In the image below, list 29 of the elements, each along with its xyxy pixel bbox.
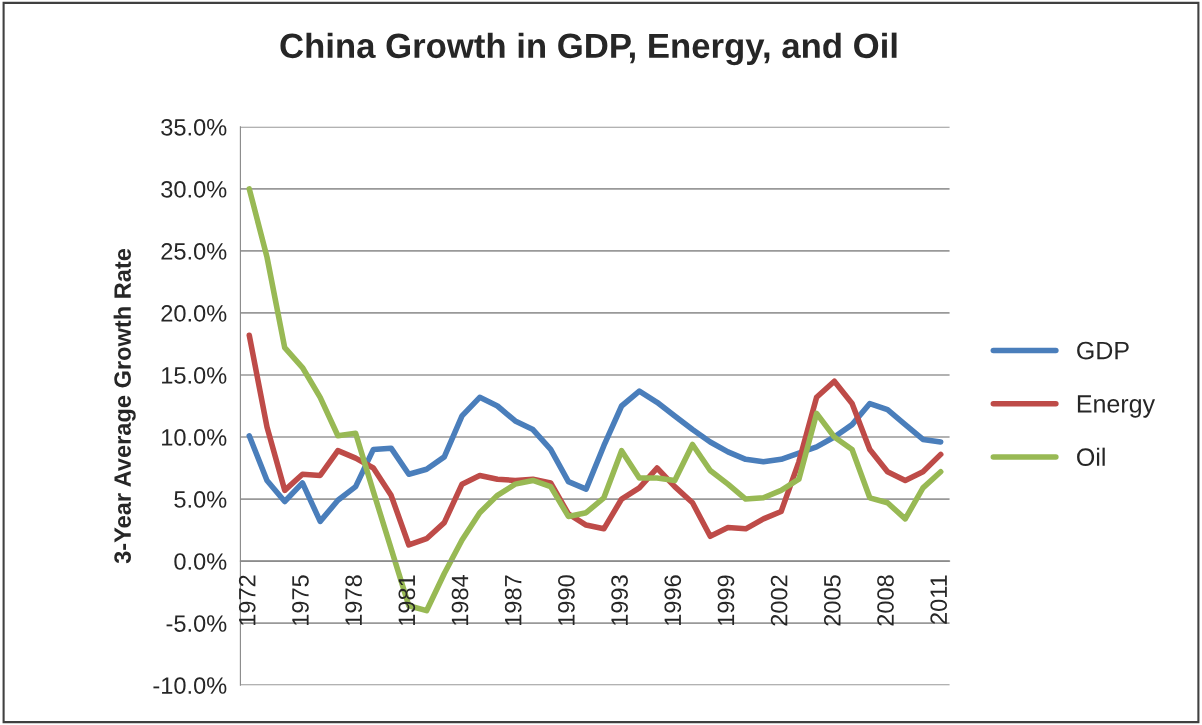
y-tick-label: 5.0% xyxy=(174,491,227,508)
x-tick-label: 1978 xyxy=(345,575,362,625)
y-tick-label: -5.0% xyxy=(166,615,227,632)
legend-label: Energy xyxy=(1077,395,1156,418)
x-tick-label: 1990 xyxy=(558,575,575,625)
chart-title: China Growth in GDP, Energy, and Oil xyxy=(280,32,897,66)
y-tick-label: 10.0% xyxy=(162,429,227,446)
x-tick-label: 1993 xyxy=(611,575,628,625)
y-tick-label: 25.0% xyxy=(161,243,227,260)
x-tick-label: 2011 xyxy=(930,575,948,624)
x-tick-label: 1999 xyxy=(717,575,735,625)
x-tick-label: 1984 xyxy=(451,574,469,625)
legend-label: Oil xyxy=(1077,447,1105,467)
x-tick-label: 2008 xyxy=(877,575,894,626)
y-axis-title: 3-Year Average Growth Rate xyxy=(113,248,136,564)
y-tick-label: 30.0% xyxy=(161,180,227,198)
x-tick-label: 1987 xyxy=(504,575,522,625)
x-tick-label: 2002 xyxy=(770,575,788,626)
legend-label: GDP xyxy=(1077,341,1129,360)
y-tick-label: 20.0% xyxy=(161,305,227,322)
y-tick-label: -10.0% xyxy=(153,677,227,694)
x-tick-label: 1975 xyxy=(292,575,309,625)
y-tick-label: 15.0% xyxy=(162,367,227,384)
y-tick-label: 35.0% xyxy=(161,118,227,136)
x-tick-label: 1981 xyxy=(398,575,416,625)
x-tick-label: 1972 xyxy=(238,575,256,625)
x-tick-label: 2005 xyxy=(823,575,841,626)
y-tick-label: 0.0% xyxy=(174,553,227,570)
x-tick-label: 1996 xyxy=(664,575,682,625)
